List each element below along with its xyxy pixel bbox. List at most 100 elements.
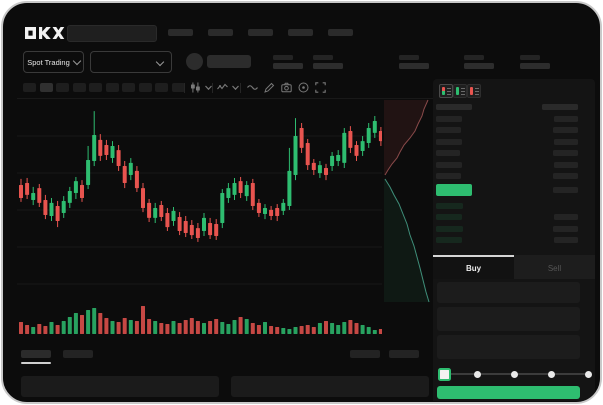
ask-row-5[interactable] bbox=[436, 160, 578, 170]
chevron-down-icon[interactable] bbox=[203, 82, 214, 93]
volume-bar bbox=[183, 320, 188, 334]
volume-bar bbox=[366, 327, 371, 334]
volume-bar bbox=[122, 318, 127, 334]
volume-bar bbox=[37, 324, 42, 334]
stat-label-placeholder bbox=[273, 55, 293, 60]
pair-selector[interactable] bbox=[90, 51, 172, 73]
bid-depth-line bbox=[384, 178, 430, 303]
buy-submit-button[interactable] bbox=[437, 386, 580, 399]
slider-handle[interactable] bbox=[438, 368, 451, 381]
last-price-row-inner[interactable] bbox=[436, 184, 578, 197]
ask-price-placeholder bbox=[436, 138, 462, 145]
bottom-tab-2[interactable] bbox=[63, 350, 93, 358]
ask-row-4[interactable] bbox=[436, 148, 578, 158]
ask-price-placeholder bbox=[436, 127, 461, 134]
candle-up bbox=[244, 184, 249, 197]
draw-icon[interactable] bbox=[264, 82, 275, 93]
bottom-control-2[interactable] bbox=[389, 350, 419, 358]
volume-bar bbox=[378, 329, 382, 334]
total-field[interactable] bbox=[437, 335, 580, 359]
slider-stop-25pct[interactable] bbox=[473, 370, 481, 378]
tab-sell[interactable]: Sell bbox=[514, 255, 595, 279]
candle-up bbox=[342, 132, 347, 163]
ask-row-6[interactable] bbox=[436, 171, 578, 181]
timeframe-button-7[interactable] bbox=[122, 83, 135, 92]
volume-bar bbox=[220, 322, 225, 334]
volume-bar bbox=[141, 306, 145, 334]
timeframe-button-2[interactable] bbox=[39, 83, 53, 92]
volume-bar bbox=[153, 321, 158, 334]
stat-value-placeholder bbox=[313, 63, 343, 69]
volume-bar bbox=[305, 325, 310, 334]
timeframe-button-6[interactable] bbox=[105, 83, 119, 92]
line-style-icon[interactable] bbox=[247, 82, 258, 93]
amount-percent-slider[interactable] bbox=[438, 368, 592, 381]
candle-down bbox=[238, 181, 243, 193]
icon-color-column bbox=[470, 87, 473, 95]
volume-bar bbox=[287, 329, 292, 334]
timeframe-button-4[interactable] bbox=[72, 83, 86, 92]
market-type-selector[interactable]: Spot Trading bbox=[23, 51, 84, 73]
icon-line bbox=[475, 88, 479, 90]
volume-bar bbox=[348, 320, 353, 334]
icon-line bbox=[447, 94, 451, 96]
amount-field[interactable] bbox=[437, 307, 580, 331]
slider-stop-75pct[interactable] bbox=[547, 370, 555, 378]
timeframe-button-3[interactable] bbox=[56, 83, 69, 92]
volume-bar bbox=[25, 325, 30, 334]
volume-bar bbox=[299, 326, 304, 334]
nav-item-1[interactable] bbox=[168, 29, 193, 36]
ask-row-1[interactable] bbox=[436, 114, 578, 124]
ask-row-2[interactable] bbox=[436, 125, 578, 135]
candle-down bbox=[324, 168, 328, 176]
bid-row-2[interactable] bbox=[436, 212, 578, 222]
timeframe-button-1[interactable] bbox=[23, 83, 36, 92]
search-input[interactable] bbox=[67, 25, 157, 42]
slider-stop-50pct[interactable] bbox=[510, 370, 518, 378]
candle-up bbox=[317, 165, 322, 174]
ask-row-3[interactable] bbox=[436, 137, 578, 147]
timeframe-button-8[interactable] bbox=[138, 83, 152, 92]
snapshot-icon[interactable] bbox=[298, 82, 309, 93]
chevron-down-icon[interactable] bbox=[230, 82, 241, 93]
candlestick-chart bbox=[17, 111, 382, 334]
instrument-avatar bbox=[186, 53, 203, 70]
bid-row-1[interactable] bbox=[436, 201, 578, 211]
timeframe-button-10[interactable] bbox=[171, 83, 185, 92]
fullscreen-icon[interactable] bbox=[315, 82, 326, 93]
volume-bar bbox=[110, 321, 115, 334]
bottom-tab-1[interactable] bbox=[21, 350, 51, 358]
book-asks-icon[interactable] bbox=[467, 84, 481, 98]
volume-bar bbox=[226, 324, 231, 334]
camera-icon[interactable] bbox=[281, 82, 292, 93]
price-column-header bbox=[436, 104, 472, 110]
volume-bar bbox=[86, 310, 91, 334]
candle-down bbox=[43, 199, 48, 215]
timeframe-button-5[interactable] bbox=[89, 83, 102, 92]
nav-item-2[interactable] bbox=[208, 29, 233, 36]
bid-row-3[interactable] bbox=[436, 224, 578, 234]
nav-item-5[interactable] bbox=[328, 29, 353, 36]
price-field[interactable] bbox=[437, 282, 580, 303]
depth-chart bbox=[384, 99, 430, 303]
slider-stop-100pct[interactable] bbox=[584, 370, 592, 378]
timeframe-button-9[interactable] bbox=[155, 83, 168, 92]
volume-bar bbox=[147, 319, 152, 334]
volume-bar bbox=[55, 325, 60, 334]
toolbar-divider bbox=[240, 83, 241, 93]
tab-buy[interactable]: Buy bbox=[433, 255, 514, 279]
nav-item-3[interactable] bbox=[248, 29, 273, 36]
bid-row-4[interactable] bbox=[436, 235, 578, 245]
ask-amount-placeholder bbox=[554, 161, 578, 168]
candle-down bbox=[98, 139, 103, 156]
indicators-icon[interactable] bbox=[217, 82, 228, 93]
candle-up bbox=[293, 136, 298, 176]
order-history-panel bbox=[231, 376, 429, 397]
nav-item-4[interactable] bbox=[288, 29, 313, 36]
bottom-control-1[interactable] bbox=[350, 350, 380, 358]
candle-up bbox=[366, 128, 371, 144]
stat-label-placeholder bbox=[313, 55, 333, 60]
chart-type-icon[interactable] bbox=[190, 82, 201, 93]
book-combined-icon[interactable] bbox=[439, 84, 453, 98]
book-bids-icon[interactable] bbox=[453, 84, 467, 98]
